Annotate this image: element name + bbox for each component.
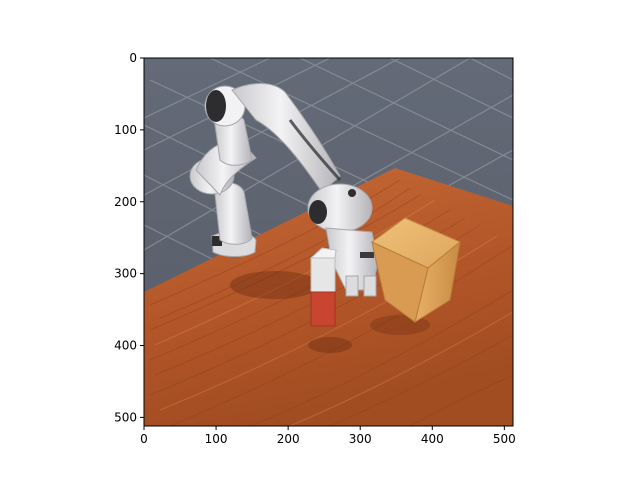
red-white-block xyxy=(309,247,337,327)
y-tick-label-500: 500 xyxy=(114,410,137,424)
box-front-face xyxy=(371,241,429,323)
robot-gripper-left xyxy=(345,275,359,297)
y-tick-label-200: 200 xyxy=(114,195,137,209)
x-tick-label-500: 500 xyxy=(493,432,516,446)
robot-elbow-cap xyxy=(206,90,226,122)
cardboard-box xyxy=(371,217,461,324)
robot-forearm-stripe xyxy=(288,119,342,182)
block-white-part xyxy=(310,257,336,293)
y-tick-label-0: 0 xyxy=(129,51,137,65)
x-tick-label-100: 100 xyxy=(205,432,228,446)
x-tick-label-200: 200 xyxy=(277,432,300,446)
robot-wrist-light xyxy=(348,189,356,197)
block-red-part xyxy=(310,291,336,327)
x-tick-label-0: 0 xyxy=(140,432,148,446)
robot-hand-detail xyxy=(360,252,374,258)
robot-shadow xyxy=(230,271,320,299)
y-tick-label-400: 400 xyxy=(114,339,137,353)
y-tick-label-100: 100 xyxy=(114,123,137,137)
x-tick-label-400: 400 xyxy=(421,432,444,446)
robot-base-connector xyxy=(212,236,222,246)
robot-wrist-cap xyxy=(309,200,327,224)
axes-frame xyxy=(143,57,514,427)
y-axis: 0 100 200 300 400 500 xyxy=(114,51,144,424)
block-top xyxy=(309,247,337,259)
block-shadow xyxy=(308,337,352,353)
robot-arm xyxy=(189,83,379,297)
simulation-image xyxy=(144,58,513,426)
x-tick-label-300: 300 xyxy=(349,432,372,446)
robot-forearm xyxy=(231,83,341,193)
x-axis: 0 100 200 300 400 500 xyxy=(140,426,516,446)
y-tick-label-300: 300 xyxy=(114,267,137,281)
robot-gripper-right xyxy=(363,275,377,297)
